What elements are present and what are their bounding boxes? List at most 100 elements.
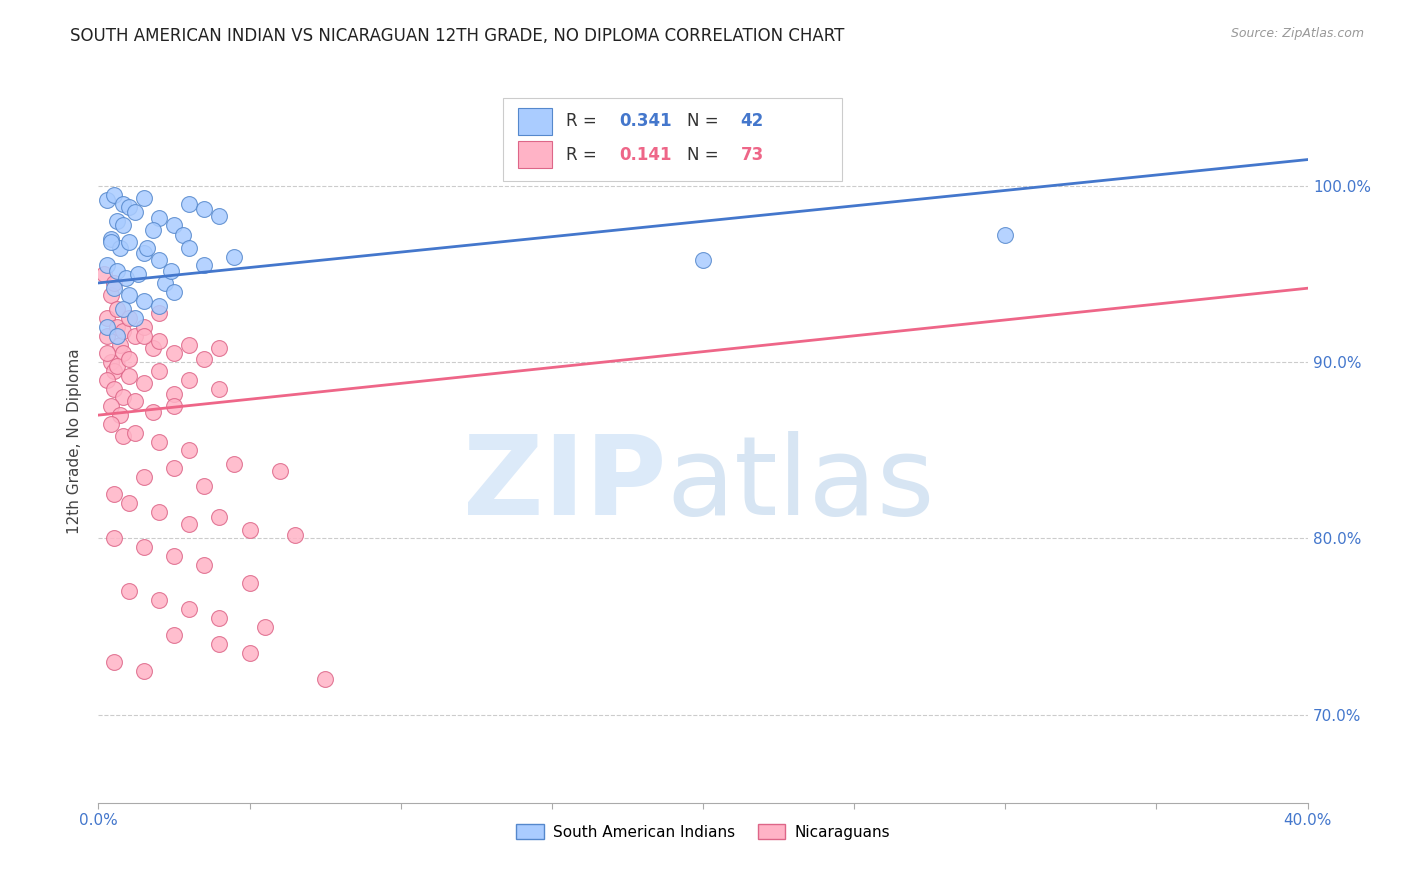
Point	[208, 611, 231, 625]
Text: R =: R =	[567, 145, 602, 164]
Point	[108, 408, 131, 422]
Text: R =: R =	[567, 112, 602, 130]
Point	[153, 276, 176, 290]
Point	[148, 211, 170, 225]
Point	[103, 187, 125, 202]
Point	[253, 619, 276, 633]
Point	[124, 328, 146, 343]
Point	[148, 434, 170, 449]
Point	[172, 228, 194, 243]
Point	[132, 470, 155, 484]
Text: 0.341: 0.341	[620, 112, 672, 130]
Point	[111, 429, 134, 443]
Point	[148, 593, 170, 607]
Point	[100, 288, 122, 302]
Point	[163, 285, 186, 299]
Point	[132, 664, 155, 678]
Point	[208, 637, 231, 651]
Point	[100, 232, 122, 246]
Text: ZIP: ZIP	[464, 432, 666, 539]
Point	[103, 382, 125, 396]
Text: 0.141: 0.141	[620, 145, 672, 164]
Point	[224, 250, 246, 264]
Point	[103, 487, 125, 501]
Text: N =: N =	[688, 112, 724, 130]
Point	[118, 584, 141, 599]
Point	[208, 382, 231, 396]
Point	[132, 541, 155, 555]
Point	[314, 673, 336, 687]
Bar	[503, 98, 842, 181]
Point	[163, 218, 186, 232]
Point	[108, 337, 131, 351]
Point	[118, 288, 141, 302]
Point	[96, 320, 118, 334]
Point	[148, 306, 170, 320]
Point	[132, 376, 155, 391]
Point	[179, 241, 201, 255]
Point	[163, 387, 186, 401]
Point	[124, 311, 146, 326]
Point	[179, 337, 201, 351]
Point	[114, 270, 136, 285]
Point	[239, 646, 262, 660]
Point	[100, 355, 122, 369]
Point	[193, 258, 215, 272]
Point	[132, 320, 155, 334]
Text: N =: N =	[688, 145, 724, 164]
Point	[193, 558, 215, 572]
Point	[111, 196, 134, 211]
Point	[208, 341, 231, 355]
Point	[148, 334, 170, 348]
Point	[124, 205, 146, 219]
Point	[118, 369, 141, 384]
Point	[111, 391, 134, 405]
Text: atlas: atlas	[666, 432, 935, 539]
Point	[118, 235, 141, 250]
Text: 73: 73	[741, 145, 763, 164]
Point	[93, 267, 115, 281]
Point	[692, 253, 714, 268]
Point	[105, 214, 128, 228]
Point	[124, 394, 146, 409]
Point	[118, 496, 141, 510]
Point	[142, 223, 165, 237]
Legend: South American Indians, Nicaraguans: South American Indians, Nicaraguans	[510, 818, 896, 846]
Point	[103, 364, 125, 378]
Point	[100, 235, 122, 250]
Point	[132, 191, 155, 205]
Point	[111, 324, 134, 338]
Point	[103, 276, 125, 290]
Point	[108, 241, 131, 255]
Point	[208, 209, 231, 223]
Point	[179, 602, 201, 616]
Point	[105, 302, 128, 317]
Point	[142, 404, 165, 418]
Point	[118, 351, 141, 366]
Point	[124, 425, 146, 440]
Point	[105, 328, 128, 343]
Point	[105, 320, 128, 334]
Point	[103, 281, 125, 295]
Point	[193, 202, 215, 216]
Point	[132, 293, 155, 308]
Text: 42: 42	[741, 112, 763, 130]
Point	[135, 241, 157, 255]
Point	[142, 341, 165, 355]
Point	[96, 311, 118, 326]
Point	[269, 465, 291, 479]
Point	[163, 399, 186, 413]
Bar	[517, 108, 553, 136]
Point	[111, 346, 134, 360]
Point	[239, 575, 262, 590]
Point	[105, 263, 128, 277]
Point	[103, 655, 125, 669]
Point	[148, 505, 170, 519]
Point	[111, 302, 134, 317]
Point	[132, 246, 155, 260]
Point	[100, 417, 122, 431]
Point	[208, 510, 231, 524]
Point	[179, 443, 201, 458]
Text: SOUTH AMERICAN INDIAN VS NICARAGUAN 12TH GRADE, NO DIPLOMA CORRELATION CHART: SOUTH AMERICAN INDIAN VS NICARAGUAN 12TH…	[70, 27, 845, 45]
Point	[148, 253, 170, 268]
